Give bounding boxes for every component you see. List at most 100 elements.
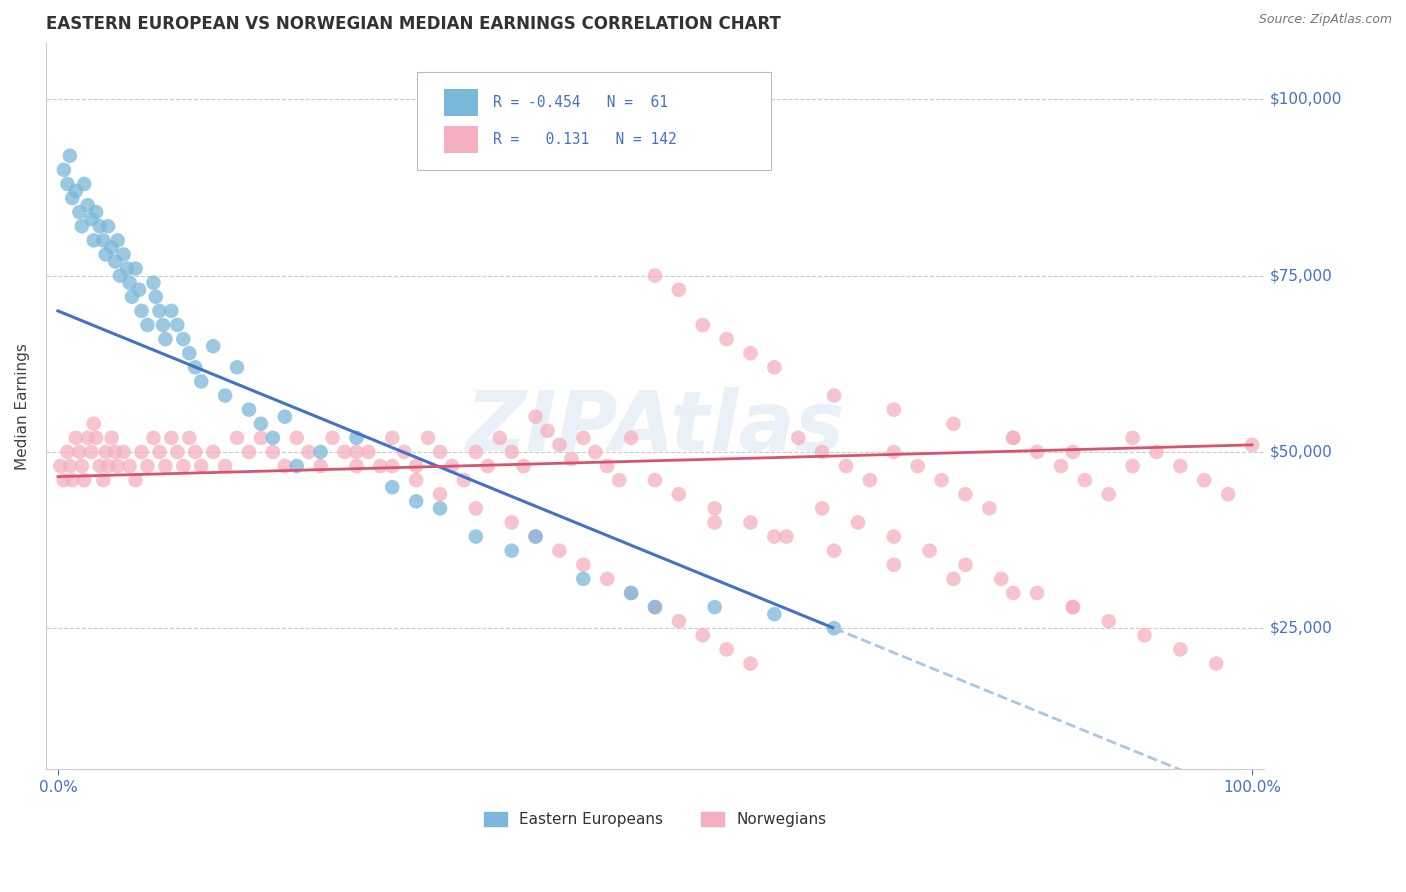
Point — [148, 445, 170, 459]
Point — [620, 431, 643, 445]
Point — [148, 304, 170, 318]
Point — [501, 445, 523, 459]
Point — [70, 219, 93, 234]
Point — [644, 473, 666, 487]
Point — [309, 458, 332, 473]
Point — [190, 458, 212, 473]
Point — [883, 402, 905, 417]
Point — [172, 458, 194, 473]
Text: R = -0.454   N =  61: R = -0.454 N = 61 — [494, 95, 668, 110]
Point — [1002, 431, 1025, 445]
Point — [73, 177, 96, 191]
Point — [572, 431, 595, 445]
Point — [238, 402, 260, 417]
Point — [1122, 431, 1144, 445]
Point — [76, 198, 98, 212]
Point — [644, 600, 666, 615]
Point — [115, 261, 138, 276]
Point — [97, 219, 120, 234]
Point — [152, 318, 174, 332]
Point — [740, 516, 762, 530]
Point — [942, 417, 965, 431]
Point — [811, 445, 834, 459]
Point — [1026, 586, 1049, 600]
Legend: Eastern Europeans, Norwegians: Eastern Europeans, Norwegians — [484, 812, 827, 827]
Point — [124, 473, 146, 487]
Point — [83, 233, 105, 247]
Point — [668, 614, 690, 628]
Point — [883, 530, 905, 544]
Text: R =   0.131   N = 142: R = 0.131 N = 142 — [494, 132, 676, 147]
Point — [89, 458, 111, 473]
Point — [740, 657, 762, 671]
Point — [596, 572, 619, 586]
Point — [84, 431, 107, 445]
Point — [548, 438, 571, 452]
Point — [166, 445, 188, 459]
Point — [107, 233, 129, 247]
Point — [823, 388, 845, 402]
Point — [298, 445, 321, 459]
Point — [94, 445, 117, 459]
Point — [703, 516, 725, 530]
Point — [668, 487, 690, 501]
Point — [955, 487, 977, 501]
Text: $75,000: $75,000 — [1270, 268, 1333, 283]
Point — [703, 501, 725, 516]
FancyBboxPatch shape — [418, 72, 770, 170]
Point — [262, 445, 284, 459]
Point — [464, 501, 486, 516]
Point — [107, 458, 129, 473]
Point — [464, 445, 486, 459]
Point — [1050, 458, 1073, 473]
Point — [238, 445, 260, 459]
Point — [859, 473, 882, 487]
Point — [823, 621, 845, 635]
Point — [214, 388, 236, 402]
Point — [524, 530, 547, 544]
Point — [979, 501, 1001, 516]
Text: EASTERN EUROPEAN VS NORWEGIAN MEDIAN EARNINGS CORRELATION CHART: EASTERN EUROPEAN VS NORWEGIAN MEDIAN EAR… — [46, 15, 780, 33]
Point — [1002, 431, 1025, 445]
Point — [67, 205, 90, 219]
Point — [416, 431, 439, 445]
Point — [56, 445, 79, 459]
Point — [274, 458, 297, 473]
Point — [429, 445, 451, 459]
Point — [405, 473, 427, 487]
Point — [477, 458, 499, 473]
Point — [1098, 487, 1121, 501]
Point — [190, 375, 212, 389]
Point — [907, 458, 929, 473]
Point — [524, 409, 547, 424]
Point — [285, 458, 308, 473]
Point — [1170, 458, 1192, 473]
Point — [112, 445, 135, 459]
Point — [763, 360, 786, 375]
Point — [49, 458, 72, 473]
Point — [202, 339, 225, 353]
Point — [1062, 600, 1084, 615]
Point — [1062, 600, 1084, 615]
Point — [94, 247, 117, 261]
Point — [918, 543, 941, 558]
Point — [644, 268, 666, 283]
Text: Source: ZipAtlas.com: Source: ZipAtlas.com — [1258, 13, 1392, 27]
Point — [52, 473, 75, 487]
Point — [70, 458, 93, 473]
Point — [501, 516, 523, 530]
Point — [1170, 642, 1192, 657]
Point — [84, 205, 107, 219]
Point — [883, 445, 905, 459]
Point — [1194, 473, 1216, 487]
Point — [370, 458, 392, 473]
Point — [136, 318, 159, 332]
Point — [262, 431, 284, 445]
Point — [572, 558, 595, 572]
Point — [104, 445, 127, 459]
Point — [83, 417, 105, 431]
Point — [76, 431, 98, 445]
Point — [226, 431, 249, 445]
Point — [112, 247, 135, 261]
Point — [73, 473, 96, 487]
